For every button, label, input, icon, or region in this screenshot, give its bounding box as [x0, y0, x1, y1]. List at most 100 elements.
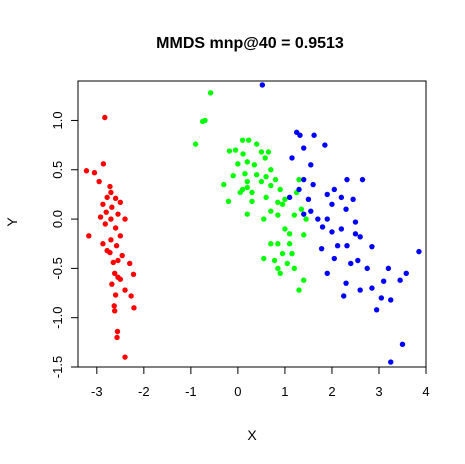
data-point	[221, 181, 227, 188]
data-point	[338, 226, 345, 232]
data-point	[83, 168, 90, 174]
data-point	[128, 293, 134, 299]
data-point	[102, 221, 108, 227]
data-point	[127, 260, 133, 267]
data-point	[380, 278, 387, 284]
data-point	[192, 141, 199, 147]
data-point	[110, 259, 116, 266]
x-tick-label: 0	[234, 384, 241, 399]
x-tick-label: -3	[91, 384, 103, 399]
data-point	[237, 189, 243, 196]
data-point	[235, 161, 241, 167]
x-axis: -3 -2 -1 0 1 2 3 4	[91, 366, 430, 399]
data-point	[115, 257, 121, 264]
data-point	[230, 172, 236, 179]
data-point	[131, 305, 137, 311]
data-point	[403, 270, 409, 277]
data-point	[275, 212, 281, 218]
data-point	[268, 182, 274, 189]
data-point	[289, 155, 295, 161]
data-point	[357, 234, 363, 240]
data-point	[114, 334, 120, 341]
data-point	[301, 232, 307, 238]
data-point	[102, 114, 108, 121]
data-point	[277, 270, 283, 277]
data-point	[122, 354, 128, 360]
data-point	[364, 265, 370, 272]
data-point	[100, 241, 106, 247]
chart-title: MMDS mnp@40 = 0.9513	[156, 35, 344, 52]
data-point	[240, 151, 246, 157]
data-point	[350, 196, 356, 203]
data-point	[115, 211, 121, 217]
data-point	[329, 201, 335, 207]
data-point	[263, 173, 269, 180]
data-point	[275, 241, 281, 247]
data-point	[107, 249, 113, 256]
data-point	[268, 241, 274, 247]
y-tick-label: 1.0	[50, 111, 65, 129]
data-point	[108, 189, 114, 196]
data-point	[249, 198, 255, 205]
data-point	[111, 308, 118, 314]
data-point	[305, 196, 312, 203]
data-point	[301, 176, 307, 183]
data-point	[114, 328, 121, 335]
data-point	[244, 184, 250, 191]
x-tick-label: 2	[328, 384, 335, 399]
data-point	[344, 242, 350, 249]
data-point	[388, 297, 394, 303]
data-point	[130, 271, 137, 277]
y-axis-label: Y	[4, 217, 20, 227]
data-point	[86, 233, 92, 239]
x-tick-label: 3	[375, 384, 382, 399]
x-tick-label: -1	[185, 384, 197, 399]
data-point	[119, 252, 125, 259]
data-point	[254, 171, 260, 178]
data-point	[100, 161, 107, 167]
data-point	[261, 216, 267, 222]
data-point	[251, 162, 258, 168]
data-point	[296, 287, 302, 293]
data-point	[122, 216, 128, 222]
data-point	[341, 293, 347, 299]
data-point	[343, 206, 349, 212]
data-point	[258, 178, 265, 185]
data-point	[258, 149, 265, 155]
data-point	[416, 248, 422, 255]
data-point	[91, 170, 98, 176]
data-point	[369, 243, 375, 250]
data-point	[112, 225, 119, 231]
data-point	[329, 229, 335, 235]
data-point	[373, 307, 380, 313]
data-point	[244, 211, 250, 217]
data-point	[279, 250, 286, 257]
data-point	[338, 194, 345, 201]
data-point	[315, 216, 321, 222]
data-point	[279, 201, 286, 207]
data-point	[289, 250, 295, 257]
data-point	[344, 176, 350, 183]
data-point	[284, 260, 290, 267]
data-point	[291, 212, 298, 218]
data-point	[122, 287, 128, 293]
data-points	[83, 82, 422, 365]
data-point	[108, 216, 114, 222]
data-point	[109, 281, 115, 287]
x-tick-label: 1	[281, 384, 288, 399]
data-point	[104, 194, 110, 201]
data-point	[112, 292, 119, 298]
data-point	[275, 199, 281, 206]
data-point	[271, 257, 278, 264]
data-point	[319, 224, 326, 230]
data-point	[286, 194, 293, 201]
x-tick-label: 4	[422, 384, 429, 399]
data-point	[254, 141, 260, 147]
data-point	[298, 206, 305, 212]
data-point	[112, 195, 119, 202]
data-point	[275, 265, 281, 272]
data-point	[378, 295, 385, 301]
data-point	[265, 149, 272, 155]
data-point	[352, 219, 359, 225]
